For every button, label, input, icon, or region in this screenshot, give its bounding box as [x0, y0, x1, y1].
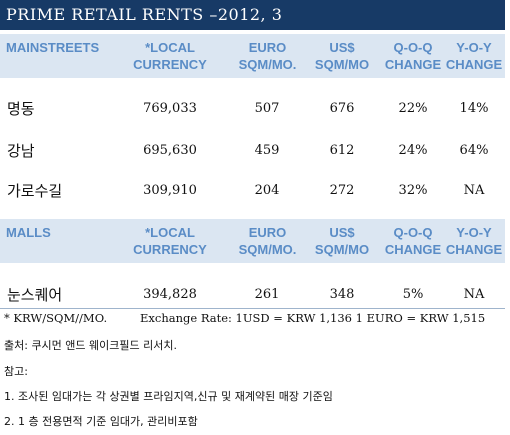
- euro-value: 204: [254, 183, 280, 198]
- malls-header: MALLS *LOCAL CURRENCY EURO SQM/MO. US$ SQM/…: [0, 219, 505, 263]
- local-value: 695,630: [143, 143, 197, 158]
- euro-value: 261: [254, 287, 280, 302]
- qoq-value: 5%: [402, 287, 424, 302]
- usd-header: US$ SQM/MO: [314, 225, 370, 257]
- table-row: 명동 769,033 507 676 22% 14%: [0, 91, 505, 127]
- yoy-value: NA: [463, 183, 485, 198]
- location-name: 눈스퀘어: [7, 286, 63, 304]
- euro-header: EURO SQM/MO.: [238, 225, 297, 257]
- unit-footnote: * KRW/SQM//MO.: [4, 311, 108, 325]
- table-row: 가로수길 309,910 204 272 32% NA: [0, 173, 505, 209]
- euro-value: 507: [254, 101, 280, 116]
- mainstreets-label: MAINSTREETS: [6, 40, 100, 55]
- euro-value: 459: [254, 143, 280, 158]
- local-currency-header: *LOCAL CURRENCY: [133, 40, 207, 72]
- notes-label: 참고:: [4, 365, 28, 378]
- usd-header: US$ SQM/MO: [314, 40, 370, 72]
- usd-value: 348: [329, 287, 355, 302]
- yoy-value: 64%: [459, 143, 489, 158]
- local-currency-header: *LOCAL CURRENCY: [133, 225, 207, 257]
- usd-value: 612: [329, 143, 355, 158]
- location-name: 가로수길: [7, 182, 63, 200]
- qoq-value: 24%: [398, 143, 428, 158]
- local-value: 769,033: [143, 101, 197, 116]
- table-row: 눈스퀘어 394,828 261 348 5% NA: [0, 277, 505, 313]
- qoq-value: 32%: [398, 183, 428, 198]
- source-note: 출처: 쿠시먼 앤드 웨이크필드 리서치.: [4, 339, 177, 352]
- location-name: 명동: [7, 100, 35, 118]
- yoy-header: Y-O-Y CHANGE: [445, 225, 503, 257]
- qoq-value: 22%: [398, 101, 428, 116]
- location-name: 강남: [7, 142, 35, 160]
- table-row: 강남 695,630 459 612 24% 64%: [0, 133, 505, 169]
- local-value: 309,910: [143, 183, 197, 198]
- yoy-header: Y-O-Y CHANGE: [445, 40, 503, 72]
- note-1: 1. 조사된 임대가는 각 상권별 프라임지역,신규 및 재계약된 매장 기준임: [4, 390, 333, 403]
- yoy-value: NA: [463, 287, 485, 302]
- qoq-header: Q-O-Q CHANGE: [384, 225, 442, 257]
- yoy-value: 14%: [459, 101, 489, 116]
- local-value: 394,828: [143, 287, 197, 302]
- malls-label: MALLS: [6, 225, 51, 240]
- euro-header: EURO SQM/MO.: [238, 40, 297, 72]
- mainstreets-header: MAINSTREETS *LOCAL CURRENCY EURO SQM/MO. U…: [0, 34, 505, 78]
- usd-value: 272: [329, 183, 355, 198]
- exchange-rate-footnote: Exchange Rate: 1USD = KRW 1,136 1 EURO =…: [140, 311, 486, 325]
- table-title: PRIME RETAIL RENTS –2012, 3: [0, 0, 505, 30]
- note-2: 2. 1 층 전용면적 기준 임대가, 관리비포함: [4, 415, 198, 428]
- qoq-header: Q-O-Q CHANGE: [384, 40, 442, 72]
- table-bottom-rule: [0, 308, 505, 309]
- usd-value: 676: [329, 101, 355, 116]
